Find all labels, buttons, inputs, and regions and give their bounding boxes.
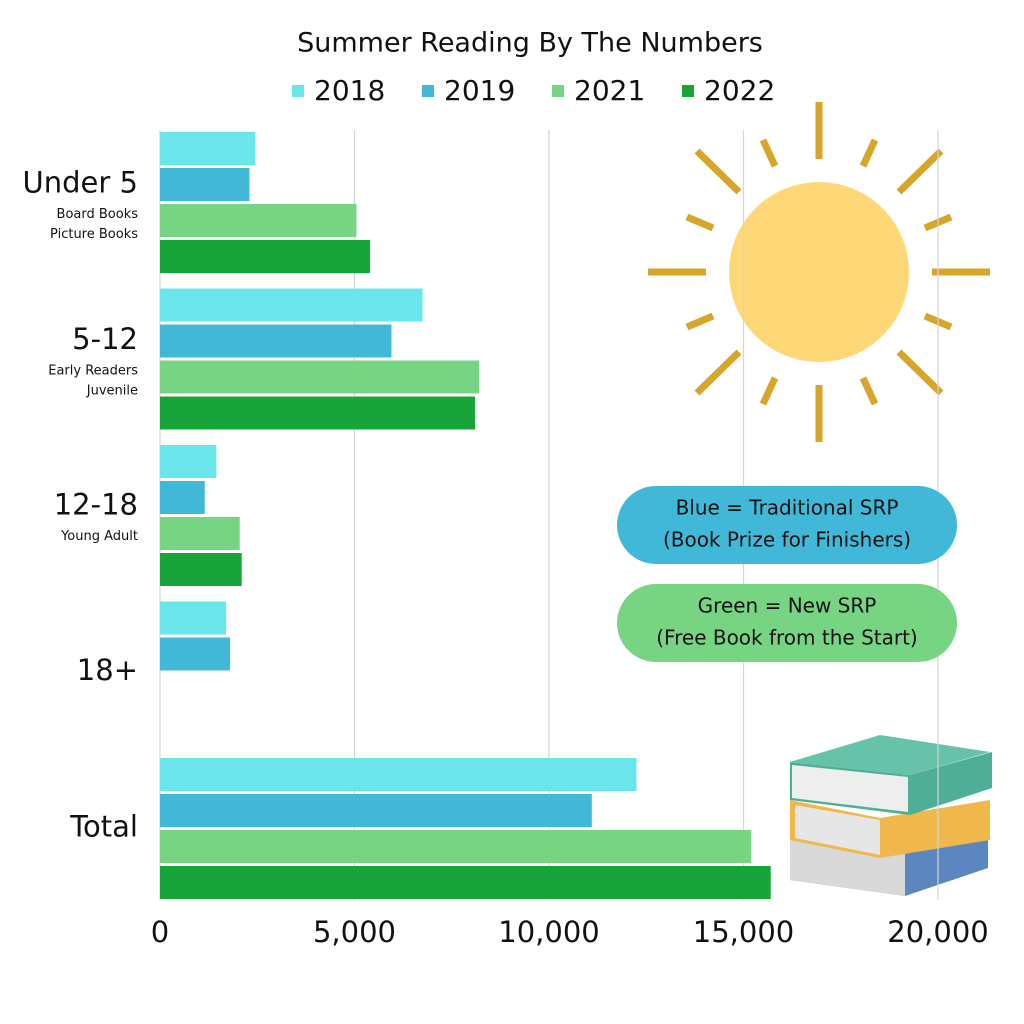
annotation-pill bbox=[617, 486, 957, 564]
category-note: Picture Books bbox=[50, 227, 138, 242]
bar bbox=[160, 132, 256, 165]
bar bbox=[160, 324, 392, 358]
annotation-text: Blue = Traditional SRP bbox=[676, 496, 899, 520]
bar bbox=[160, 553, 242, 586]
bar bbox=[160, 481, 205, 514]
bar bbox=[160, 517, 240, 550]
bar bbox=[160, 830, 752, 863]
annotation-text: (Free Book from the Start) bbox=[656, 626, 917, 650]
legend-label: 2019 bbox=[444, 74, 515, 107]
category-label: Total bbox=[69, 810, 138, 844]
legend-label: 2022 bbox=[704, 74, 775, 107]
legend-label: 2021 bbox=[574, 74, 645, 107]
bar bbox=[160, 866, 771, 899]
legend-label: 2018 bbox=[314, 74, 385, 107]
category-label: 12-18 bbox=[54, 488, 138, 522]
bar bbox=[160, 637, 231, 671]
annotation-text: Green = New SRP bbox=[698, 594, 877, 618]
legend-swatch bbox=[292, 85, 304, 97]
x-tick-label: 20,000 bbox=[887, 915, 988, 949]
legend-swatch bbox=[552, 85, 564, 97]
category-note: Young Adult bbox=[60, 529, 138, 544]
bar bbox=[160, 204, 357, 237]
x-tick-label: 0 bbox=[151, 915, 169, 949]
bar bbox=[160, 288, 423, 322]
annotation-text: (Book Prize for Finishers) bbox=[663, 528, 911, 552]
category-note: Early Readers bbox=[48, 364, 138, 379]
legend-swatch bbox=[422, 85, 434, 97]
category-note: Juvenile bbox=[86, 384, 138, 399]
bar bbox=[160, 445, 217, 478]
bar bbox=[160, 758, 637, 791]
x-tick-label: 15,000 bbox=[693, 915, 794, 949]
chart-title: Summer Reading By The Numbers bbox=[297, 28, 763, 59]
bar bbox=[160, 360, 479, 394]
category-label: 5-12 bbox=[72, 322, 138, 356]
bar bbox=[160, 240, 371, 273]
annotation-pill bbox=[617, 584, 957, 662]
bar bbox=[160, 396, 476, 430]
books bbox=[790, 735, 992, 896]
category-label: 18+ bbox=[77, 653, 138, 687]
x-tick-label: 10,000 bbox=[498, 915, 599, 949]
category-label: Under 5 bbox=[23, 166, 138, 200]
x-tick-label: 5,000 bbox=[313, 915, 396, 949]
bar bbox=[160, 794, 592, 827]
category-note: Board Books bbox=[57, 207, 139, 222]
bar bbox=[160, 168, 250, 201]
legend-swatch bbox=[682, 85, 694, 97]
bar bbox=[160, 601, 227, 635]
sun bbox=[648, 102, 990, 442]
